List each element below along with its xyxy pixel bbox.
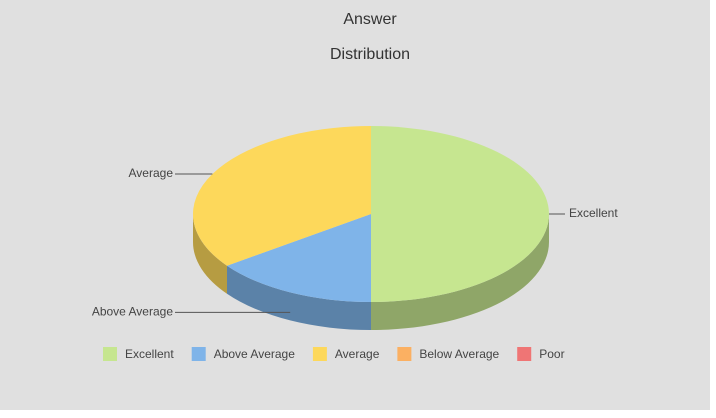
- legend-label: Excellent: [125, 347, 174, 361]
- slice-side: [226, 265, 371, 330]
- legend-swatch: [312, 347, 327, 361]
- chart-title: Distribution: [330, 46, 410, 63]
- data-label: Excellent: [569, 206, 618, 220]
- legend-label: Below Average: [419, 347, 499, 361]
- data-label: Above Average: [92, 305, 174, 319]
- legend-swatch: [517, 347, 532, 361]
- slice-side: [371, 214, 549, 330]
- slice: [371, 126, 549, 302]
- legend-swatch: [397, 347, 412, 361]
- data-label: Average: [129, 166, 174, 180]
- legend-swatch: [103, 347, 117, 361]
- legend-swatch: [191, 347, 206, 361]
- legend-label: Above Average: [214, 347, 296, 361]
- legend-label: Average: [335, 347, 380, 361]
- slice: [226, 214, 371, 302]
- chart-title: Answer: [343, 11, 397, 28]
- slice-side: [193, 214, 227, 294]
- legend-label: Poor: [539, 347, 564, 361]
- slice: [192, 126, 371, 266]
